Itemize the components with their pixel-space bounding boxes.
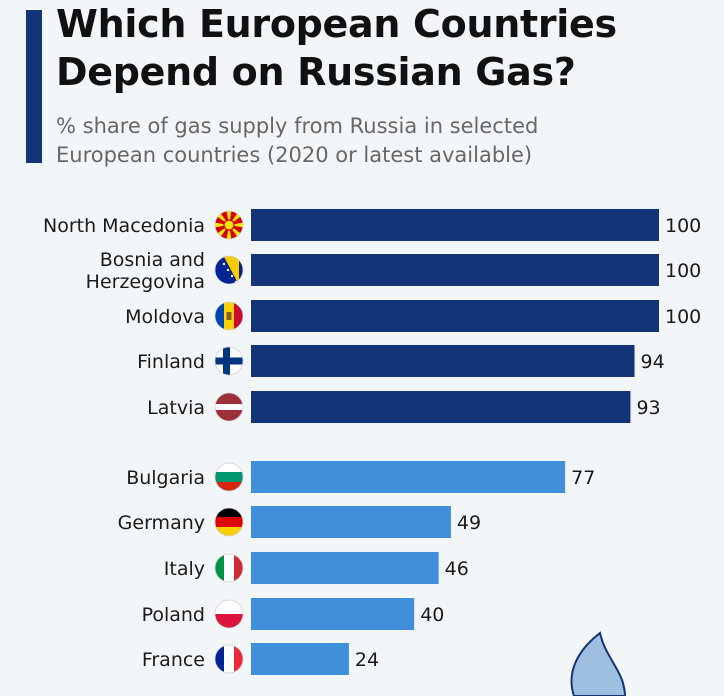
category-label: Bulgaria bbox=[126, 467, 205, 489]
germany-flag-icon bbox=[214, 507, 244, 537]
moldova-flag-icon bbox=[214, 301, 244, 331]
bar bbox=[251, 345, 635, 377]
north-macedonia-flag-icon bbox=[214, 210, 244, 240]
italy-flag-icon bbox=[214, 553, 244, 583]
bar bbox=[251, 506, 451, 538]
flags-layer bbox=[214, 210, 244, 674]
value-label: 77 bbox=[571, 467, 595, 489]
value-label: 46 bbox=[445, 558, 469, 580]
bar bbox=[251, 209, 659, 241]
bulgaria-flag-icon bbox=[214, 462, 244, 492]
bars-layer bbox=[251, 209, 659, 675]
value-label: 40 bbox=[420, 604, 444, 626]
category-label: Finland bbox=[137, 351, 205, 373]
bar bbox=[251, 254, 659, 286]
category-label: Latvia bbox=[147, 397, 205, 419]
value-label: 49 bbox=[457, 512, 481, 534]
value-label: 93 bbox=[636, 397, 660, 419]
title-accent-bar bbox=[26, 10, 42, 163]
category-label: Poland bbox=[142, 604, 205, 626]
labels-layer: 100 North Macedonia 100 Bosnia andHerzegovi… bbox=[43, 215, 701, 671]
chart-subtitle: % share of gas supply from Russia in sel… bbox=[56, 114, 539, 167]
bar bbox=[251, 598, 415, 630]
bar bbox=[251, 643, 349, 675]
bosnia-herzegovina-flag-icon bbox=[214, 255, 244, 285]
finland-flag-icon bbox=[214, 346, 244, 376]
value-label: 94 bbox=[641, 351, 665, 373]
category-label: France bbox=[142, 649, 205, 671]
category-label: Moldova bbox=[125, 306, 205, 328]
latvia-flag-icon bbox=[214, 392, 244, 422]
chart-title: Which European Countries Depend on Russi… bbox=[56, 2, 617, 94]
value-label: 100 bbox=[665, 260, 701, 282]
poland-flag-icon bbox=[214, 599, 244, 629]
gas-flame-decoration bbox=[570, 631, 627, 696]
bar bbox=[251, 391, 631, 423]
value-label: 24 bbox=[355, 649, 379, 671]
bar bbox=[251, 300, 659, 332]
category-label: Bosnia and bbox=[100, 249, 205, 271]
category-label: Herzegovina bbox=[86, 271, 205, 293]
value-label: 100 bbox=[665, 306, 701, 328]
bar bbox=[251, 461, 566, 493]
category-label: Italy bbox=[164, 558, 205, 580]
category-label: North Macedonia bbox=[43, 215, 205, 237]
bar bbox=[251, 552, 439, 584]
value-label: 100 bbox=[665, 215, 701, 237]
category-label: Germany bbox=[118, 512, 205, 534]
france-flag-icon bbox=[214, 644, 244, 674]
